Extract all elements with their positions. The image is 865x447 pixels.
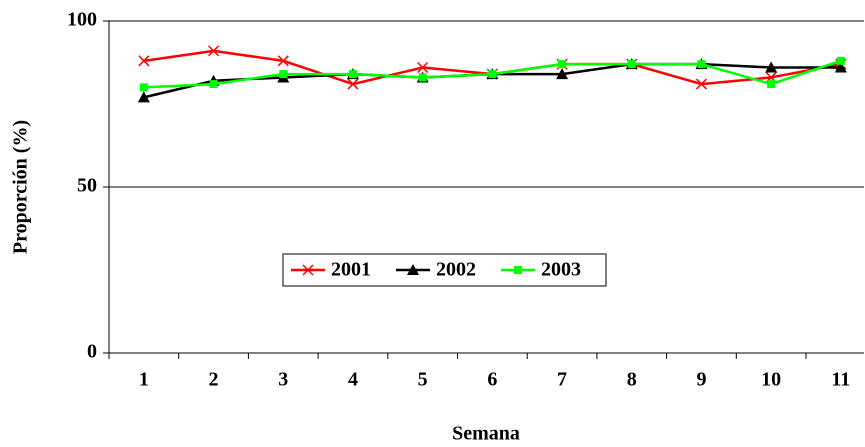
data-point — [139, 83, 148, 92]
data-point — [347, 78, 359, 90]
legend-marker — [514, 266, 522, 274]
x-tick-label: 4 — [348, 369, 358, 391]
data-point — [556, 68, 569, 80]
x-tick-label: 6 — [487, 369, 497, 391]
legend-marker — [302, 264, 314, 276]
y-tick-label: 0 — [87, 341, 97, 363]
data-point — [627, 60, 636, 69]
data-point — [697, 60, 706, 69]
x-tick-label: 10 — [761, 369, 781, 391]
x-tick-label: 2 — [209, 369, 219, 391]
legend — [282, 253, 607, 287]
legend-label: 2003 — [541, 259, 581, 281]
data-point — [767, 80, 776, 89]
x-tick-label: 1 — [139, 369, 149, 391]
y-axis-label: Proporción (%) — [10, 120, 32, 254]
data-point — [418, 73, 427, 82]
data-point — [836, 56, 845, 65]
data-point — [488, 70, 497, 79]
y-tick-label: 50 — [77, 175, 97, 197]
legend-label: 2001 — [331, 259, 371, 281]
data-point — [417, 61, 429, 74]
y-tick-label: 100 — [67, 9, 97, 31]
x-tick-label: 11 — [831, 369, 850, 391]
data-point — [348, 70, 357, 79]
x-tick-label: 3 — [278, 369, 288, 391]
x-tick-label: 8 — [627, 369, 637, 391]
data-point — [137, 91, 150, 103]
data-point — [279, 70, 288, 79]
legend-label: 2002 — [436, 259, 476, 281]
data-point — [695, 78, 707, 90]
x-tick-label: 5 — [418, 369, 428, 391]
data-point — [209, 80, 218, 89]
x-axis-label: Semana — [452, 423, 520, 445]
data-point — [277, 55, 289, 67]
x-tick-label: 7 — [557, 369, 567, 391]
data-point — [558, 60, 567, 69]
x-tick-label: 9 — [696, 369, 706, 391]
data-point — [834, 61, 847, 73]
legend-marker — [407, 264, 419, 275]
data-point — [765, 61, 778, 73]
data-point — [138, 55, 150, 67]
data-point — [208, 45, 220, 57]
